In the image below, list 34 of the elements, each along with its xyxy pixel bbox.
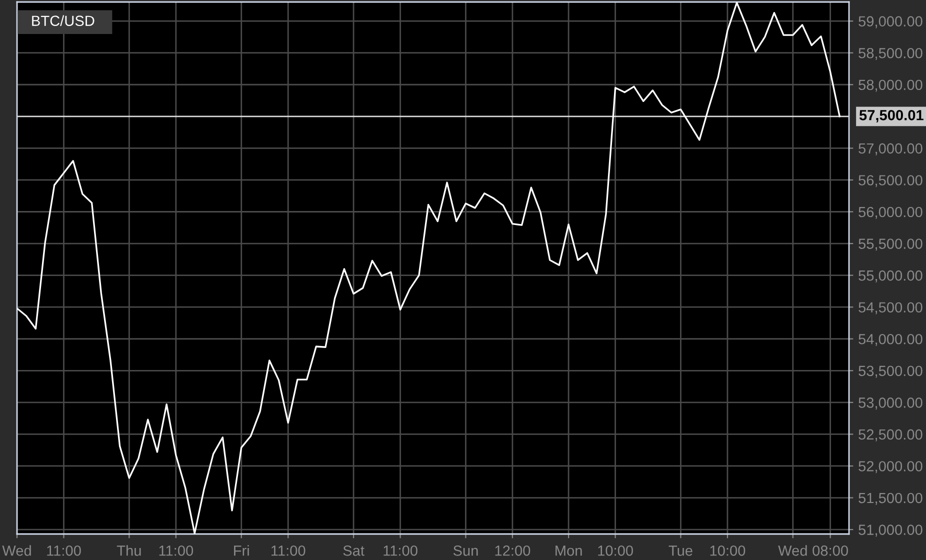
text: BTC/USD bbox=[32, 15, 94, 26]
x-tick-label: 11:00 bbox=[272, 545, 306, 556]
x-tick-label: 12:00 bbox=[495, 545, 530, 556]
x-tick-label: Sat bbox=[343, 545, 364, 556]
y-tick-label: 53,500.00 bbox=[858, 366, 922, 378]
y-tick-label: 52,000.00 bbox=[858, 461, 922, 474]
x-tick-label: 11:00 bbox=[384, 545, 418, 556]
x-tick-label: 10:00 bbox=[598, 545, 633, 556]
y-tick-label: 52,500.00 bbox=[858, 429, 922, 442]
x-tick-label: 11:00 bbox=[159, 545, 194, 556]
x-tick-label: Mon bbox=[556, 546, 582, 556]
y-tick-label: 54,000.00 bbox=[858, 334, 922, 346]
y-tick-label: 51,500.00 bbox=[858, 492, 922, 505]
y-tick-label: 53,000.00 bbox=[858, 398, 922, 410]
y-tick-label: 54,500.00 bbox=[858, 302, 922, 314]
y-tick-label: 58,000.00 bbox=[858, 80, 922, 92]
y-tick-label: 56,500.00 bbox=[858, 175, 922, 188]
x-tick-label: Wed bbox=[2, 545, 31, 556]
y-tick-label: 51,000.00 bbox=[858, 524, 922, 537]
y-tick-label: 58,500.00 bbox=[858, 48, 922, 60]
x-tick-label: 08:00 bbox=[812, 545, 848, 556]
x-tick-label: 11:00 bbox=[47, 545, 81, 556]
y-tick-label: 55,000.00 bbox=[858, 270, 922, 282]
y-tick-label: 56,000.00 bbox=[858, 206, 922, 219]
y-tick-label: 59,000.00 bbox=[858, 16, 922, 28]
x-tick-label: Tue bbox=[668, 546, 692, 556]
x-tick-label: Fri bbox=[234, 545, 249, 556]
x-tick-label: 10:00 bbox=[710, 545, 746, 556]
x-tick-label: Thu bbox=[116, 545, 141, 556]
x-tick-label: Sun bbox=[453, 545, 478, 556]
x-tick-label: Wed bbox=[778, 545, 807, 556]
y-tick-label: 57,000.00 bbox=[858, 143, 922, 156]
y-tick-label: 55,500.00 bbox=[858, 238, 922, 251]
ref-line-label: 57,500.01 bbox=[859, 110, 924, 122]
